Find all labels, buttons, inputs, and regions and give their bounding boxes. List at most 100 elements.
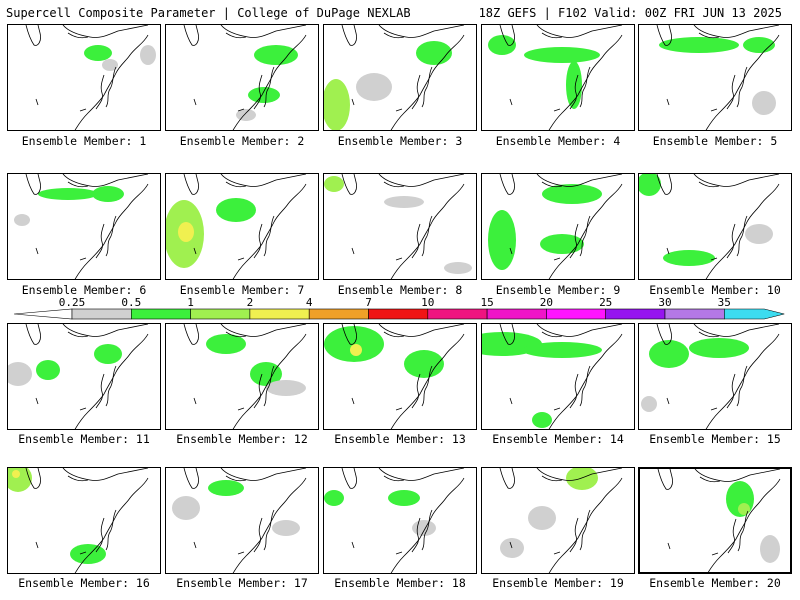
coastline-outline xyxy=(225,32,247,39)
colorbar-tick-label: 4 xyxy=(305,296,313,309)
coastline-outline xyxy=(705,333,780,429)
scp-contour-blob xyxy=(745,224,773,244)
colorbar-segment xyxy=(664,308,725,320)
scp-contour-blob xyxy=(528,506,556,530)
coastline-outline xyxy=(232,477,307,573)
colorbar-max-arrow xyxy=(723,308,785,320)
coastline-outline xyxy=(225,331,247,338)
coastline-outline xyxy=(351,98,355,106)
coastline-outline xyxy=(548,34,623,130)
coastline-outline xyxy=(341,324,357,345)
ensemble-map-panel xyxy=(481,323,635,430)
scp-contour-blob xyxy=(266,380,306,396)
coastline-outline xyxy=(705,183,780,279)
coastline-outline xyxy=(536,468,623,481)
coastline-outline xyxy=(378,468,465,481)
coastline-outline xyxy=(499,25,515,46)
coastline-outline xyxy=(509,98,513,106)
scp-contour-blob xyxy=(663,250,715,266)
ensemble-map-panel xyxy=(7,323,161,430)
scp-contour-blob xyxy=(14,214,30,226)
coastline-outline xyxy=(383,331,405,338)
coastline-outline xyxy=(74,34,149,130)
map-canvas xyxy=(639,174,780,279)
map-canvas xyxy=(324,25,465,130)
coastline-outline xyxy=(220,174,307,187)
coastline-outline xyxy=(74,333,149,429)
ensemble-member-label: Ensemble Member: 11 xyxy=(18,432,150,446)
ensemble-map-panel xyxy=(481,173,635,280)
scp-contour-blob xyxy=(272,520,300,536)
coastline-outline xyxy=(656,324,672,345)
coastline-outline xyxy=(707,478,781,572)
ensemble-map-panel xyxy=(323,24,477,131)
ensemble-member-label: Ensemble Member: 12 xyxy=(176,432,308,446)
coastline-outline xyxy=(656,174,672,195)
coastline-outline xyxy=(237,551,245,555)
coastline-outline xyxy=(25,174,41,195)
coastline-outline xyxy=(263,509,275,551)
map-canvas xyxy=(657,469,781,572)
scp-contour-blob xyxy=(248,87,280,103)
coastline-outline xyxy=(569,223,579,259)
coastline-outline xyxy=(95,74,105,110)
coastline-outline xyxy=(541,181,563,188)
colorbar-segment xyxy=(368,308,429,320)
scp-contour-blob xyxy=(102,59,118,71)
coastline-outline xyxy=(737,510,749,552)
scp-contour-blob xyxy=(8,362,32,386)
scp-contour-blob xyxy=(324,176,344,192)
coastline-outline xyxy=(35,98,39,106)
coastline-outline xyxy=(378,174,465,187)
map-canvas xyxy=(488,174,623,279)
scp-contour-blob xyxy=(522,342,602,358)
map-canvas xyxy=(166,174,307,279)
ensemble-map-panel xyxy=(323,467,477,574)
coastline-outline xyxy=(95,517,105,553)
coastline-outline xyxy=(341,25,357,46)
scp-contour-blob xyxy=(752,91,776,115)
coastline-outline xyxy=(95,223,105,259)
coastline-outline xyxy=(390,333,465,429)
coastline-outline xyxy=(193,98,197,106)
coastline-outline xyxy=(105,66,117,108)
ensemble-member-label: Ensemble Member: 6 xyxy=(21,283,147,297)
coastline-outline xyxy=(421,66,433,108)
coastline-outline xyxy=(536,174,623,187)
coastline-outline xyxy=(693,25,780,38)
map-canvas xyxy=(8,468,149,573)
coastline-outline xyxy=(378,324,465,337)
colorbar-tick-label: 10 xyxy=(421,296,435,309)
scp-contour-blob xyxy=(566,61,582,109)
coastline-outline xyxy=(698,181,720,188)
coastline-outline xyxy=(579,215,591,257)
scp-contour-blob xyxy=(659,37,739,53)
scp-contour-blob xyxy=(324,490,344,506)
coastline-outline xyxy=(499,468,515,489)
coastline-outline xyxy=(395,108,403,112)
ensemble-member-label: Ensemble Member: 10 xyxy=(649,283,781,297)
colorbar-segment xyxy=(249,308,310,320)
coastline-outline xyxy=(74,477,149,573)
ensemble-map-panel xyxy=(638,24,792,131)
coastline-outline xyxy=(710,407,718,411)
ensemble-map-panel xyxy=(481,24,635,131)
scp-contour-blob xyxy=(444,262,472,274)
coastline-outline xyxy=(736,365,748,407)
ensemble-member-label: Ensemble Member: 15 xyxy=(649,432,781,446)
coastline-outline xyxy=(421,215,433,257)
coastline-outline xyxy=(220,324,307,337)
coastline-outline xyxy=(548,333,623,429)
coastline-outline xyxy=(62,324,149,337)
coastline-outline xyxy=(232,333,307,429)
colorbar-segment xyxy=(71,308,132,320)
coastline-outline xyxy=(509,397,513,405)
coastline-outline xyxy=(232,183,307,279)
scp-contour-blob xyxy=(84,45,112,61)
colorbar-tick-label: 2 xyxy=(246,296,254,309)
coastline-outline xyxy=(263,365,275,407)
coastline-outline xyxy=(105,365,117,407)
coastline-outline xyxy=(193,397,197,405)
colorbar-legend: 0.25 0.5 1 2 4 7 10 15 20 25 30 35 xyxy=(14,296,788,324)
coastline-outline xyxy=(705,34,780,130)
